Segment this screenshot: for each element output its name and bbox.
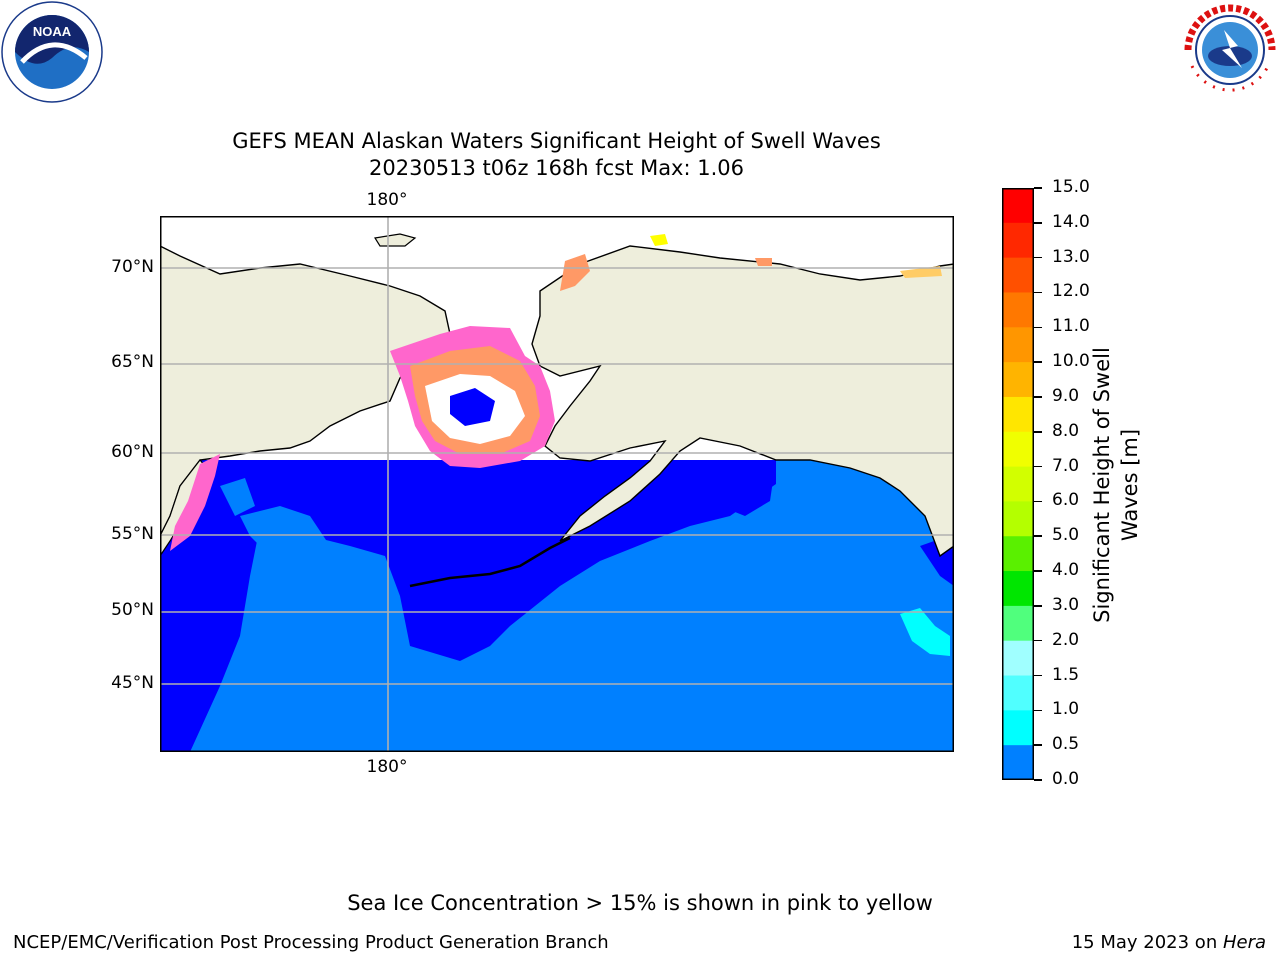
colorbar-tick-label: 8.0 (1052, 420, 1080, 441)
colorbar-tick-mark (1034, 570, 1042, 572)
colorbar-tick-label: 0.0 (1052, 769, 1080, 789)
colorbar-band (1002, 396, 1034, 433)
lat-label-55: 55°N (111, 524, 154, 544)
colorbar-tick-mark (1034, 291, 1042, 294)
lon-label-bottom: 180° (366, 757, 408, 777)
colorbar-tick-label: 0.5 (1052, 734, 1080, 755)
footer-date: 15 May 2023 on Hera (1072, 932, 1266, 953)
colorbar-border (1002, 188, 1034, 780)
map-subtitle: 20230513 t06z 168h fcst Max: 1.06 (369, 156, 744, 180)
colorbar-tick-mark (1034, 187, 1042, 189)
colorbar-band (1002, 188, 1034, 224)
colorbar-band (1002, 536, 1034, 572)
footer-machine: Hera (1222, 932, 1266, 953)
colorbar-tick-mark (1034, 361, 1042, 363)
lat-label-65: 65°N (111, 352, 154, 372)
colorbar-band (1002, 605, 1034, 642)
lat-label-45: 45°N (111, 673, 154, 693)
lat-label-60: 60°N (111, 442, 154, 462)
noaa-logo: NOAA (1, 1, 103, 103)
colorbar-band (1002, 675, 1034, 711)
colorbar-tick-label: 2.0 (1052, 629, 1080, 650)
colorbar-band (1002, 501, 1034, 537)
colorbar-tick-label: 4.0 (1052, 560, 1080, 581)
swell-height-map (160, 216, 954, 752)
lon-label-top: 180° (366, 190, 408, 210)
colorbar-tick-mark (1034, 396, 1042, 398)
map-title: GEFS MEAN Alaskan Waters Significant Hei… (232, 129, 881, 153)
swell-cyan-patch (900, 608, 950, 656)
colorbar-tick-mark (1034, 709, 1042, 712)
graticule (160, 216, 954, 752)
lat-label-50: 50°N (111, 600, 154, 620)
colorbar-tick-label: 14.0 (1052, 211, 1090, 232)
colorbar-tick-mark (1034, 535, 1042, 537)
colorbar-tick-mark (1034, 639, 1042, 642)
colorbar-tick-mark (1034, 674, 1042, 677)
colorbar-tick-mark (1034, 744, 1042, 746)
footer-credit: NCEP/EMC/Verification Post Processing Pr… (13, 932, 609, 953)
footer-date-text: 15 May 2023 on (1071, 932, 1223, 953)
colorbar-tick-mark (1034, 779, 1042, 781)
colorbar-title-line2: Waves [m] (1118, 428, 1142, 542)
colorbar-tick-mark (1034, 256, 1042, 259)
colorbar-band (1002, 745, 1034, 780)
colorbar (1002, 188, 1034, 780)
colorbar-tick-mark (1034, 222, 1042, 224)
colorbar-tick-mark (1034, 465, 1042, 468)
sea-ice-note: Sea Ice Concentration > 15% is shown in … (347, 891, 933, 915)
colorbar-tick-label: 5.0 (1052, 525, 1080, 546)
noaa-logo-text: NOAA (33, 24, 72, 39)
colorbar-tick-label: 12.0 (1052, 281, 1090, 302)
colorbar-tick-mark (1034, 500, 1042, 503)
lat-label-70: 70°N (111, 257, 154, 277)
colorbar-tick-label: 1.0 (1052, 699, 1080, 720)
nws-logo (1184, 4, 1276, 96)
colorbar-tick-label: 11.0 (1052, 316, 1090, 337)
colorbar-band (1002, 431, 1034, 468)
colorbar-tick-mark (1034, 431, 1042, 433)
colorbar-tick-label: 9.0 (1052, 385, 1080, 406)
colorbar-tick-mark (1034, 605, 1042, 607)
land-alaska (531, 245, 954, 558)
colorbar-band (1002, 327, 1034, 363)
colorbar-band (1002, 222, 1034, 259)
colorbar-band (1002, 571, 1034, 607)
colorbar-band (1002, 257, 1034, 293)
colorbar-tick-mark (1034, 326, 1042, 329)
colorbar-tick-label: 6.0 (1052, 490, 1080, 511)
colorbar-tick-label: 10.0 (1052, 351, 1090, 372)
colorbar-tick-label: 7.0 (1052, 455, 1080, 476)
colorbar-title-line1: Significant Height of Swell (1090, 347, 1114, 623)
colorbar-band (1002, 466, 1034, 502)
colorbar-tick-label: 1.5 (1052, 664, 1080, 685)
colorbar-tick-label: 13.0 (1052, 246, 1090, 267)
colorbar-tick-label: 3.0 (1052, 594, 1080, 615)
colorbar-band (1002, 292, 1034, 328)
colorbar-band (1002, 640, 1034, 677)
colorbar-title: Significant Height of Swell Waves [m] (1088, 305, 1144, 665)
colorbar-tick-label: 15.0 (1052, 177, 1090, 197)
colorbar-band (1002, 362, 1034, 398)
colorbar-band (1002, 710, 1034, 746)
